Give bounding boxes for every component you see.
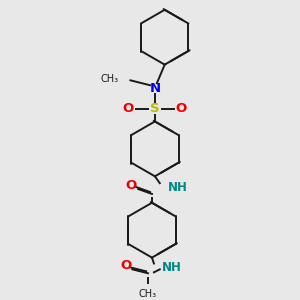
Text: O: O bbox=[176, 102, 187, 115]
Text: S: S bbox=[150, 102, 160, 115]
Text: NH: NH bbox=[162, 261, 182, 274]
Text: O: O bbox=[120, 259, 131, 272]
Text: N: N bbox=[149, 82, 161, 95]
Text: NH: NH bbox=[168, 181, 188, 194]
Text: CH₃: CH₃ bbox=[100, 74, 119, 84]
Text: O: O bbox=[126, 178, 137, 192]
Text: CH₃: CH₃ bbox=[139, 289, 157, 299]
Text: O: O bbox=[123, 102, 134, 115]
